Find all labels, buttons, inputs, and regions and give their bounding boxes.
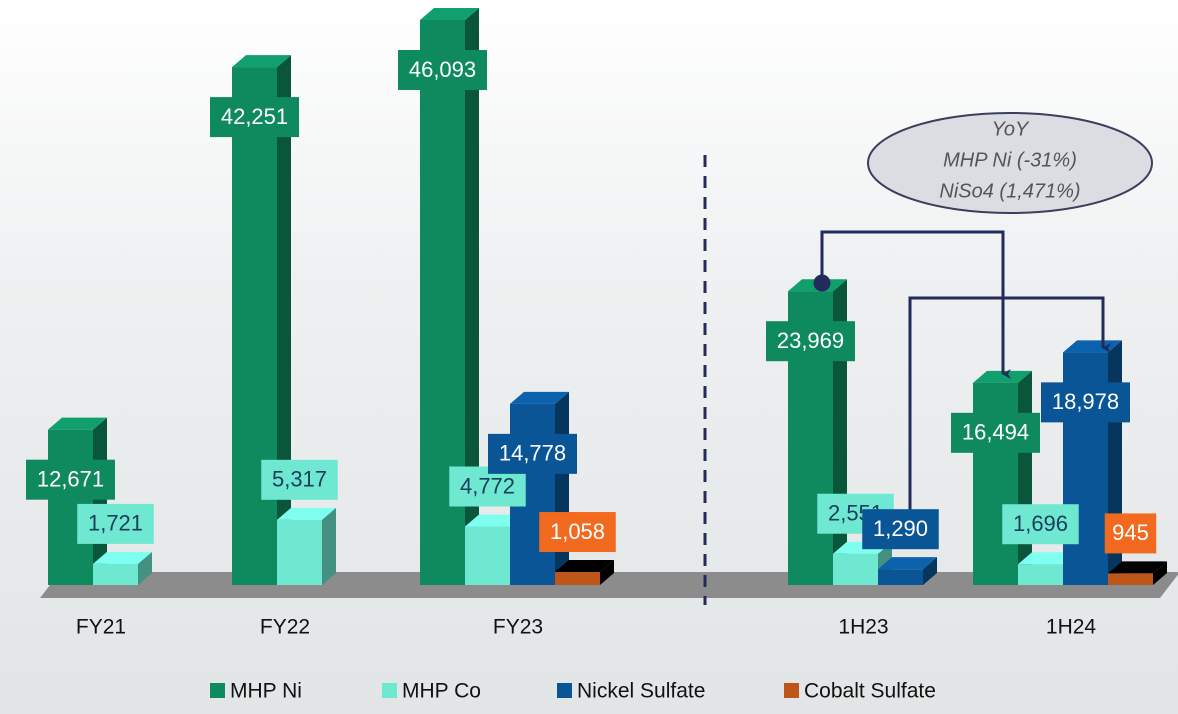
bar-side [923,557,937,585]
bar-top [93,551,152,564]
value-label: 945 [1112,520,1149,545]
bar-top [1108,561,1167,574]
value-label: 1,058 [550,519,605,544]
bar-front [232,67,277,586]
value-label: 12,671 [37,466,104,491]
value-label-box [398,50,487,90]
bar-side [138,551,152,585]
value-label-box [77,503,154,544]
x-tick-label: FY22 [260,616,310,639]
legend-label: Cobalt Sulfate [804,680,936,703]
bar [93,551,152,585]
x-tick-label: 1H24 [1046,616,1097,639]
value-label: 1,290 [873,516,928,541]
x-tick-label: FY23 [493,616,543,639]
value-label: 4,772 [460,473,515,498]
bar-top [232,55,291,68]
annotation: MHP Ni (-31%) [943,149,1077,171]
value-label: 14,778 [499,441,566,466]
bar [973,370,1032,585]
value-label-box [539,512,616,553]
legend-label: Nickel Sulfate [577,680,705,703]
annotation-bubble [867,112,1153,214]
legend-label: MHP Ni [230,680,302,703]
annotation: NiSo4 (1,471%) [939,180,1080,202]
value-label-box [766,321,855,362]
value-label-box [210,97,299,138]
bar-front [833,553,878,585]
value-label: 18,978 [1052,389,1119,414]
bar-front [277,519,322,585]
bar-side [1153,561,1167,585]
bar-top [510,391,569,404]
bar-top [878,557,937,570]
bar-top [465,514,524,527]
bar-side [600,560,614,585]
x-tick-label: 1H23 [838,616,888,639]
legend: MHP Ni MHP Co Nickel Sulfate Cobalt Sulfate [210,680,936,703]
legend-swatch [557,683,572,698]
bar-side [465,8,479,585]
annotation: YoY [992,118,1030,140]
legend-label: MHP Co [402,680,481,703]
bar-front [93,563,138,585]
legend-swatch [382,683,397,698]
value-label-box [951,412,1040,453]
bar-front [555,572,600,585]
bar [555,560,614,585]
legend-swatch [210,683,225,698]
value-label-box [862,509,939,550]
bar-front [1108,573,1153,585]
value-label-box [1002,504,1079,545]
bar-side [1018,370,1032,585]
value-label-box [1104,513,1157,554]
bar-top [48,417,107,430]
bar [1108,561,1167,585]
bar-top [555,560,614,573]
value-label: 46,093 [409,57,476,82]
value-label: 1,721 [88,511,143,536]
bar-top [420,8,479,20]
bar [277,507,336,585]
value-label-box [26,459,115,500]
bar [878,557,937,585]
value-label: 42,251 [221,104,288,129]
x-tick-label: FY21 [76,616,126,639]
bar-side [322,507,336,585]
bar-top [277,507,336,520]
value-label-box [1041,382,1130,423]
value-label: 1,696 [1013,511,1068,536]
bar-front [878,569,923,585]
bar-top [1018,552,1077,565]
value-label-box [261,459,338,500]
value-label: 5,317 [272,467,327,492]
bar-front [1018,564,1063,585]
value-label: 16,494 [962,420,1029,445]
value-label-box [488,433,577,474]
bar-front [465,526,510,585]
bar [420,8,479,585]
bar-side [555,391,569,585]
legend-swatch [784,683,799,698]
value-label: 23,969 [777,328,844,353]
bar-side [277,55,291,586]
